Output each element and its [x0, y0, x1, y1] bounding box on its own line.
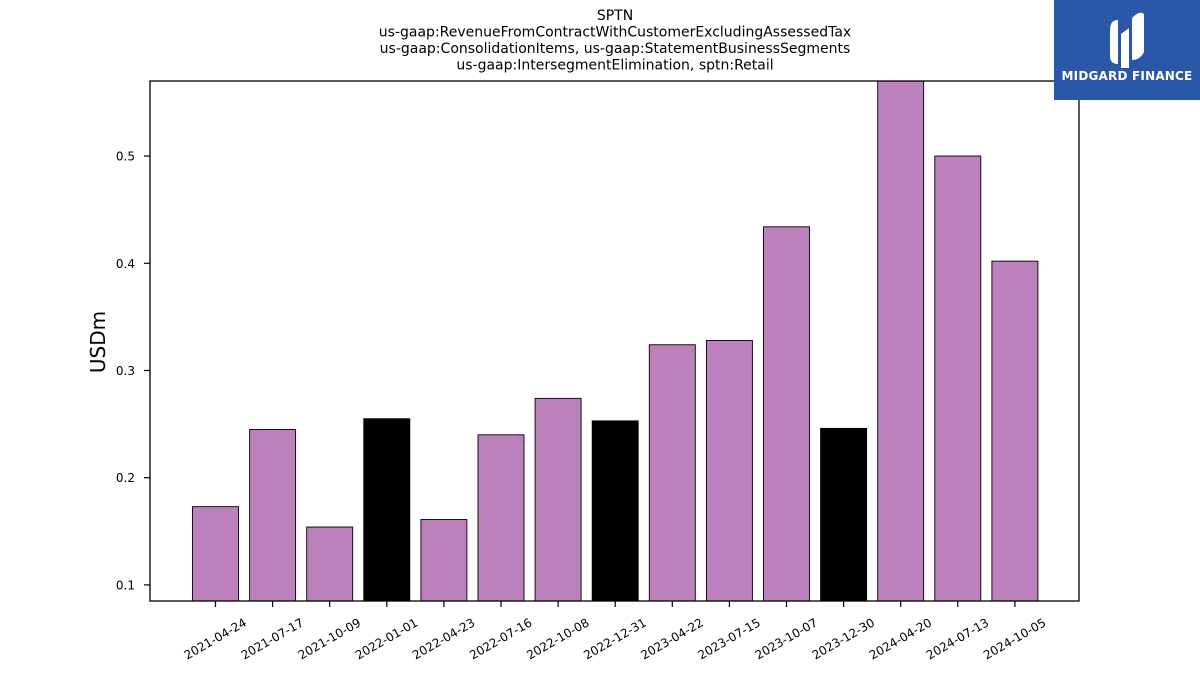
title-line: us-gaap:IntersegmentElimination, sptn:Re…: [456, 58, 773, 74]
y-tick-label: 0.2: [116, 471, 135, 485]
title-line: us-gaap:ConsolidationItems, us-gaap:Stat…: [380, 41, 851, 57]
bar: [192, 506, 239, 602]
bar: [991, 260, 1039, 602]
bar: [763, 226, 810, 602]
logo-mark-icon: [1110, 12, 1144, 68]
x-axis: 2021-04-242021-07-172021-10-092022-01-01…: [182, 601, 1048, 662]
bar: [249, 429, 297, 602]
x-tick-label: 2024-07-13: [924, 615, 991, 662]
y-axis-label: USDm: [86, 311, 110, 373]
bar: [648, 344, 696, 602]
bar: [306, 526, 354, 602]
x-tick-label: 2024-10-05: [981, 615, 1048, 662]
y-tick-label: 0.5: [116, 150, 135, 164]
brand-logo: MIDGARD FINANCE: [1054, 0, 1200, 100]
bar: [705, 340, 753, 602]
bar: [534, 397, 582, 602]
bar: [420, 519, 468, 602]
plot-frame: [149, 80, 1080, 602]
y-tick-label: 0.4: [116, 257, 135, 271]
bar: [591, 420, 639, 602]
y-tick-label: 0.3: [116, 364, 135, 378]
title-line: us-gaap:RevenueFromContractWithCustomerE…: [379, 25, 851, 41]
x-tick-label: 2021-10-09: [296, 615, 363, 662]
logo-text: MIDGARD FINANCE: [1061, 69, 1193, 83]
x-tick-label: 2022-01-01: [353, 615, 420, 662]
bars: [192, 80, 1039, 602]
x-tick-label: 2023-10-07: [753, 615, 820, 662]
bar: [820, 427, 868, 602]
bar: [877, 80, 925, 602]
title-line: SPTN: [597, 8, 633, 24]
x-tick-label: 2022-10-08: [524, 615, 591, 662]
bar: [477, 434, 525, 602]
x-tick-label: 2024-04-20: [867, 615, 934, 662]
x-tick-label: 2021-04-24: [182, 615, 249, 662]
x-tick-label: 2022-04-23: [410, 615, 477, 662]
bar: [363, 418, 411, 602]
x-tick-label: 2022-12-31: [581, 615, 648, 662]
x-tick-label: 2023-04-22: [638, 615, 705, 662]
bar: [934, 155, 982, 602]
x-tick-label: 2021-07-17: [239, 615, 306, 662]
chart-title: SPTNus-gaap:RevenueFromContractWithCusto…: [379, 8, 851, 74]
x-tick-label: 2022-07-16: [467, 615, 534, 662]
y-axis: 0.1 0.2 0.3 0.4 0.5: [116, 150, 150, 592]
y-tick-label: 0.1: [116, 578, 135, 592]
x-tick-label: 2023-12-30: [810, 615, 877, 662]
x-tick-label: 2023-07-15: [695, 615, 762, 662]
